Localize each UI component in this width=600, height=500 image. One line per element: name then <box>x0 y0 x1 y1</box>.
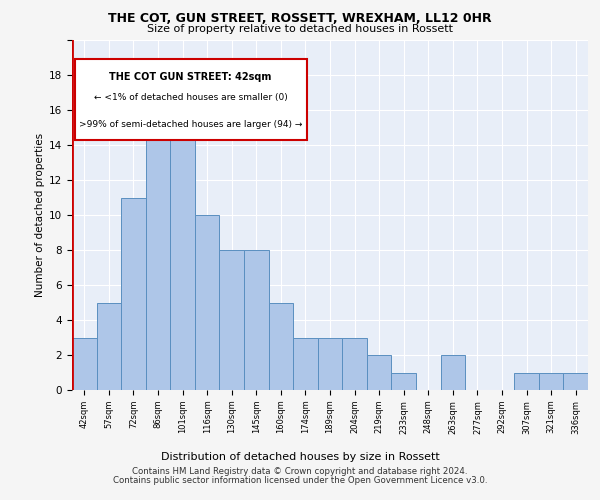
Bar <box>342 338 367 390</box>
FancyBboxPatch shape <box>74 60 307 140</box>
Text: >99% of semi-detached houses are larger (94) →: >99% of semi-detached houses are larger … <box>79 120 302 128</box>
Bar <box>269 302 293 390</box>
Bar <box>293 338 318 390</box>
Bar <box>514 372 539 390</box>
Bar <box>72 338 97 390</box>
Text: THE COT, GUN STREET, ROSSETT, WREXHAM, LL12 0HR: THE COT, GUN STREET, ROSSETT, WREXHAM, L… <box>108 12 492 26</box>
Text: Contains public sector information licensed under the Open Government Licence v3: Contains public sector information licen… <box>113 476 487 485</box>
Bar <box>391 372 416 390</box>
Bar <box>195 215 220 390</box>
Bar <box>121 198 146 390</box>
Bar <box>318 338 342 390</box>
Text: THE COT GUN STREET: 42sqm: THE COT GUN STREET: 42sqm <box>109 72 272 82</box>
Bar <box>563 372 588 390</box>
Text: Size of property relative to detached houses in Rossett: Size of property relative to detached ho… <box>147 24 453 34</box>
Bar <box>440 355 465 390</box>
Y-axis label: Number of detached properties: Number of detached properties <box>35 133 45 297</box>
Text: Contains HM Land Registry data © Crown copyright and database right 2024.: Contains HM Land Registry data © Crown c… <box>132 467 468 476</box>
Text: ← <1% of detached houses are smaller (0): ← <1% of detached houses are smaller (0) <box>94 94 287 102</box>
Text: Distribution of detached houses by size in Rossett: Distribution of detached houses by size … <box>161 452 439 462</box>
Bar <box>146 110 170 390</box>
Bar <box>220 250 244 390</box>
Bar <box>367 355 391 390</box>
Bar <box>97 302 121 390</box>
Bar <box>539 372 563 390</box>
Bar <box>170 110 195 390</box>
Bar <box>244 250 269 390</box>
